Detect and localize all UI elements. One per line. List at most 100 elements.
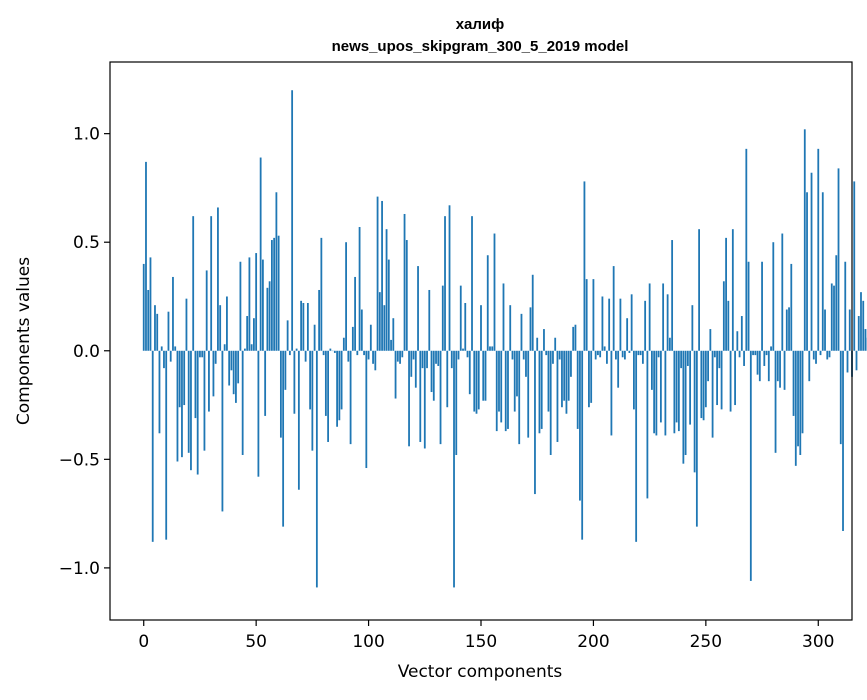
bar-251 [707,351,709,381]
bar-197 [586,279,588,351]
bar-62 [282,351,284,527]
y-tick-label: 1.0 [73,125,100,145]
bar-202 [597,351,599,355]
bar-9 [163,351,165,368]
bar-204 [602,296,604,350]
bar-74 [309,351,311,410]
bar-120 [413,351,415,360]
bar-115 [401,351,403,358]
bar-294 [804,129,806,350]
bar-151 [482,351,484,401]
bar-117 [406,240,408,351]
bar-280 [772,242,774,351]
bar-181 [550,351,552,455]
bar-142 [462,349,464,351]
y-tick-label: −1.0 [59,559,100,579]
bar-200 [593,279,595,351]
bar-21 [190,351,192,470]
bar-179 [545,351,547,355]
bar-45 [244,349,246,351]
bar-205 [604,346,606,350]
bar-99 [365,351,367,468]
bar-244 [691,305,693,351]
bar-167 [518,351,520,444]
bar-301 [820,351,822,355]
bar-233 [667,294,669,350]
bar-93 [352,327,354,351]
bar-184 [557,351,559,442]
bar-216 [629,351,631,353]
bar-282 [777,351,779,381]
bar-257 [721,351,723,410]
bar-154 [489,346,491,350]
bar-48 [251,344,253,351]
bar-12 [170,351,172,362]
bar-101 [370,325,372,351]
bar-250 [705,351,707,407]
bar-159 [500,351,502,423]
bar-121 [415,351,417,388]
bar-132 [440,351,442,444]
bar-165 [514,351,516,412]
bar-96 [359,227,361,351]
x-tick-label: 150 [465,632,497,652]
bar-312 [844,262,846,351]
bar-227 [653,351,655,434]
bar-103 [374,351,376,371]
bar-306 [831,283,833,350]
bar-201 [595,351,597,360]
bar-176 [539,351,541,434]
bar-189 [568,351,570,401]
bar-215 [626,318,628,351]
bar-63 [284,351,286,390]
bar-116 [404,214,406,351]
bar-40 [233,351,235,394]
bar-258 [723,281,725,350]
bar-144 [467,351,469,358]
bar-17 [181,351,183,457]
bar-79 [320,238,322,351]
bar-118 [408,351,410,447]
bar-300 [817,149,819,351]
bar-72 [305,351,307,362]
bar-269 [748,262,750,351]
bar-49 [253,318,255,351]
bar-60 [278,236,280,351]
bar-295 [806,192,808,351]
bar-278 [768,351,770,381]
bar-35 [222,351,224,512]
bar-119 [410,351,412,377]
bar-169 [523,351,525,360]
bar-314 [849,310,851,351]
bar-134 [444,216,446,351]
bar-267 [743,351,745,366]
bar-307 [833,286,835,351]
bar-313 [847,351,849,373]
bar-152 [485,351,487,401]
bar-22 [192,216,194,351]
bar-308 [835,255,837,351]
bar-81 [325,351,327,416]
bar-135 [446,351,448,407]
bar-249 [703,351,705,420]
bar-111 [392,318,394,351]
bar-66 [291,90,293,351]
bar-14 [174,346,176,350]
bar-247 [698,229,700,351]
bar-261 [730,351,732,412]
bar-311 [842,351,844,531]
bar-237 [676,351,678,423]
bar-303 [824,310,826,351]
bar-310 [840,351,842,444]
bar-222 [642,351,644,364]
bar-128 [431,351,433,392]
bar-125 [424,351,426,449]
bar-4 [152,351,154,542]
bar-292 [799,351,801,455]
bar-229 [658,351,660,358]
bar-107 [383,305,385,351]
bar-297 [811,173,813,351]
bar-114 [399,351,401,364]
bar-175 [536,338,538,351]
